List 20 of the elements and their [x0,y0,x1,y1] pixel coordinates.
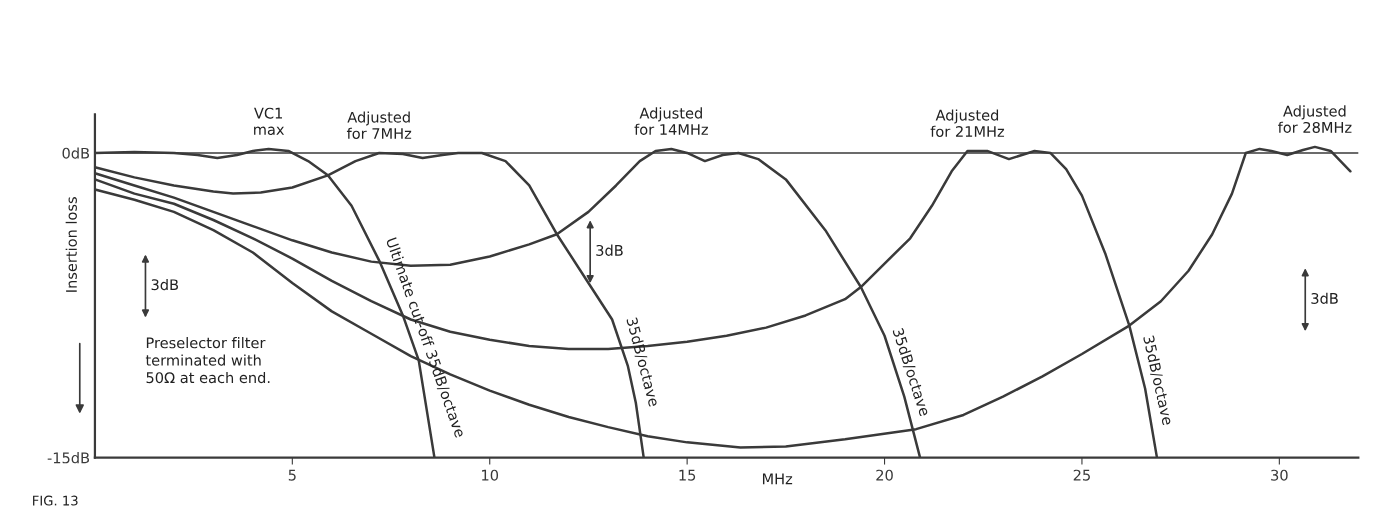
annotation: 3dB [151,278,179,291]
x-tick-label: 30 [1271,469,1288,481]
annotation: 3dB [1311,292,1338,304]
x-tick-label: 10 [482,469,499,481]
series-label: VC1 max [254,107,285,135]
series-label: Adjusted for 14MHz [634,107,708,135]
y-tick-label: 0dB [62,147,90,159]
y-tick-label: -15dB [47,452,90,464]
x-tick-label: 5 [288,469,296,481]
annotation: Preselector filter terminated with 50Ω at each end. [145,337,270,384]
annotation: 3dB [596,244,623,256]
caption: FIG. 13 [33,495,78,506]
series-label: Adjusted for 21MHz [930,109,1005,138]
y-axis-title: Insertion loss [65,197,77,292]
x-tick-label: 20 [876,469,893,481]
series-label: Adjusted for 7MHz [346,111,412,140]
x-axis-title: MHz [762,473,793,485]
x-tick-label: 25 [1073,469,1090,481]
x-tick-label: 15 [679,469,696,481]
series-label: Adjusted for 28MHz [1277,105,1352,133]
